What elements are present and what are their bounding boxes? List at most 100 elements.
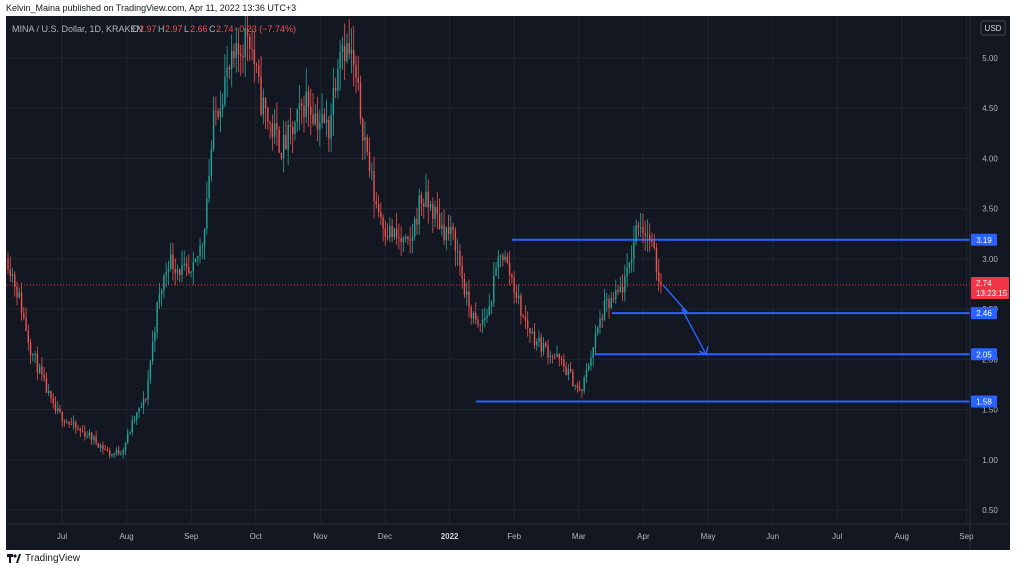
candle-body (70, 424, 72, 426)
candle-body (456, 251, 459, 253)
price-tick-label: 3.00 (982, 255, 998, 264)
currency-badge[interactable] (980, 20, 1006, 36)
candle-body (23, 313, 25, 318)
candle-body (280, 152, 283, 159)
candle-body (174, 268, 176, 274)
candle-body (298, 103, 301, 110)
support-resistance-levels[interactable] (476, 238, 970, 403)
candle-body (560, 358, 563, 360)
candle-body (402, 238, 405, 243)
price-tick-label: 0.50 (982, 506, 998, 515)
candle-body (547, 345, 549, 357)
time-tick-label: Jun (766, 532, 779, 541)
countdown-value: 13:23:15 (976, 289, 1008, 298)
price-chart[interactable]: 0.501.001.502.002.503.003.504.004.505.00… (6, 12, 1010, 550)
candle-body (240, 54, 242, 56)
tradingview-logo[interactable]: TradingView (7, 553, 80, 564)
candle-body (624, 276, 626, 293)
candle-body (133, 419, 136, 421)
candle-body (54, 403, 57, 411)
candle-body (282, 134, 285, 159)
low-value: 2.66 (190, 24, 208, 34)
candles (7, 12, 662, 459)
candle-body (156, 302, 158, 333)
candle-body (253, 49, 255, 64)
candle-body (386, 236, 389, 238)
candle-body (158, 294, 161, 303)
candle-body (551, 355, 554, 357)
candle-body (246, 28, 249, 37)
candle-body (493, 275, 495, 304)
candle-body (301, 103, 303, 106)
candle-body (310, 106, 312, 115)
candle-body (583, 377, 585, 391)
candle-body (380, 211, 382, 218)
candle-body (255, 63, 258, 66)
candle-body (147, 379, 149, 400)
candle-body (585, 369, 588, 378)
candle-body (348, 43, 350, 54)
projection-path[interactable] (662, 284, 707, 355)
price-tick-label: 4.00 (982, 154, 998, 163)
projection-arrow[interactable] (662, 284, 709, 356)
candle-body (179, 269, 181, 276)
candle-body (587, 366, 590, 370)
candle-body (436, 206, 439, 214)
candle-body (341, 45, 344, 53)
candle-body (50, 390, 52, 398)
candle-body (526, 320, 529, 329)
chart-frame[interactable]: 0.501.001.502.002.503.003.504.004.505.00… (6, 12, 1010, 550)
symbol-title[interactable]: MINA / U.S. Dollar, 1D, KRAKEN (12, 24, 143, 34)
candle-body (628, 262, 631, 268)
candle-body (269, 122, 271, 124)
candle-body (233, 50, 235, 59)
candle-body (463, 278, 466, 295)
candle-body (355, 64, 357, 78)
candle-body (185, 263, 188, 267)
candle-body (400, 237, 402, 243)
candle-body (353, 49, 355, 65)
candle-body (328, 119, 330, 139)
level-tag-label: 2.05 (976, 350, 992, 359)
candle-body (461, 265, 463, 279)
candle-body (375, 200, 378, 205)
candle-body (391, 226, 393, 237)
candle-body (484, 317, 486, 320)
candle-body (633, 241, 635, 260)
price-tick-label: 5.00 (982, 54, 998, 63)
candle-body (29, 342, 32, 356)
candle-body (201, 245, 204, 247)
candle-body (323, 114, 326, 123)
candle-body (468, 291, 470, 308)
candle-body (303, 105, 305, 117)
candle-body (569, 369, 572, 372)
candle-body (14, 274, 16, 287)
time-tick-label: Dec (378, 532, 392, 541)
candle-body (441, 224, 443, 229)
candle-body (477, 319, 479, 325)
time-tick-label: Apr (637, 532, 650, 541)
time-tick-label: Aug (895, 532, 909, 541)
publication-text: Kelvin_Maina published on TradingView.co… (6, 3, 297, 13)
candle-body (194, 258, 197, 263)
candle-body (506, 256, 509, 263)
candle-body (508, 262, 511, 275)
candle-body (131, 420, 133, 433)
candle-body (217, 111, 219, 118)
candle-body (27, 331, 30, 343)
candle-body (212, 110, 215, 150)
candle-body (529, 328, 531, 334)
candle-body (215, 110, 217, 112)
candle-body (465, 291, 468, 295)
candle-body (197, 256, 199, 259)
time-axis[interactable]: Jul Aug Sep Oct Nov Dec 2022 Feb Mar Apr May Jun Jul… (57, 532, 974, 541)
candle-body (384, 228, 387, 237)
candle-body (43, 374, 45, 378)
candle-body (597, 327, 599, 334)
candle-body (637, 225, 640, 228)
candle-body (79, 428, 82, 431)
candle-body (574, 385, 576, 387)
low-label: L (184, 24, 189, 34)
candle-body (271, 123, 274, 137)
candle-body (115, 450, 118, 454)
